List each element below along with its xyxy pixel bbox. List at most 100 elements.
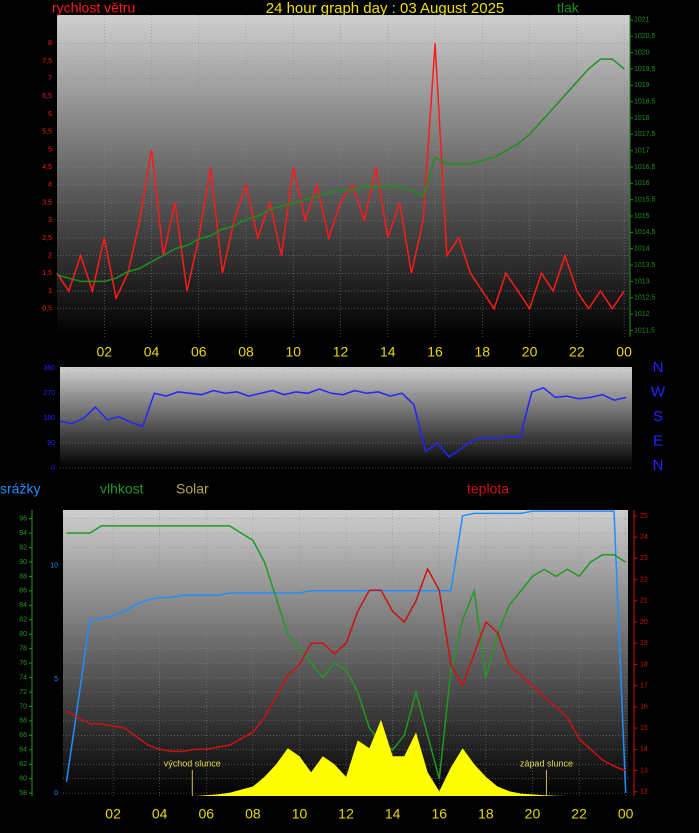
y-tick-label: 21 <box>640 598 648 605</box>
x-tick-label: 22 <box>569 344 585 360</box>
x-tick-label: 08 <box>245 806 261 822</box>
y-tick-label: 22 <box>640 576 648 583</box>
y-tick-label: 8 <box>48 40 52 47</box>
y-tick-label: 66 <box>19 732 27 739</box>
x-tick-label: 20 <box>522 344 538 360</box>
y-tick-label: 90 <box>47 440 55 447</box>
x-tick-label: 12 <box>333 344 349 360</box>
x-tick-label: 12 <box>338 806 354 822</box>
y-tick-label: 0,5 <box>42 306 52 313</box>
y-tick-label: 7,5 <box>42 58 52 65</box>
y-tick-label: 1015,5 <box>634 197 656 204</box>
compass-label: N <box>653 359 664 376</box>
legend-entry: rychlost větru <box>52 0 135 16</box>
y-tick-label: 180 <box>43 415 55 422</box>
y-tick-label: 86 <box>19 588 27 595</box>
y-tick-label: 76 <box>19 660 27 667</box>
line <box>59 386 627 458</box>
y-tick-label: 5,5 <box>42 129 52 136</box>
y-tick-label: 74 <box>19 674 27 681</box>
y-tick-label: 1016 <box>634 180 650 187</box>
y-tick-label: 25 <box>640 513 648 520</box>
y-tick-label: 24 <box>640 534 648 541</box>
y-tick-label: 90 <box>19 559 27 566</box>
y-tick-label: 1012 <box>634 311 650 318</box>
line <box>56 43 625 311</box>
y-tick-label: 88 <box>19 573 27 580</box>
x-tick-label: 14 <box>385 806 401 822</box>
x-tick-label: 18 <box>478 806 494 822</box>
y-tick-label: 1015 <box>634 213 650 220</box>
x-tick-label: 16 <box>427 344 443 360</box>
y-tick-label: 1020 <box>634 49 650 56</box>
y-tick-label: 5 <box>54 676 58 683</box>
y-tick-label: 1018 <box>634 115 650 122</box>
compass-label: E <box>653 432 663 449</box>
line <box>66 525 627 779</box>
y-tick-label: 13 <box>640 767 648 774</box>
line <box>66 567 626 772</box>
y-tick-label: 1013 <box>634 278 650 285</box>
y-tick-label: 64 <box>19 747 27 754</box>
legend-entry: Solar <box>176 481 209 497</box>
x-tick-label: 10 <box>285 344 301 360</box>
y-tick-label: 78 <box>19 646 27 653</box>
chart-title: 24 hour graph day : 03 August 2025 <box>266 0 505 17</box>
x-tick-label: 04 <box>152 806 168 822</box>
x-tick-label: 00 <box>616 344 632 360</box>
compass-label: N <box>653 457 664 474</box>
plot-area <box>60 367 632 468</box>
x-tick-label: 06 <box>198 806 214 822</box>
x-tick-label: 00 <box>618 806 634 822</box>
x-tick-label: 10 <box>292 806 308 822</box>
y-tick-label: 4,5 <box>42 164 52 171</box>
y-tick-label: 58 <box>19 790 27 797</box>
x-tick-label: 18 <box>475 344 491 360</box>
y-tick-label: 96 <box>19 516 27 523</box>
y-tick-label: 1021 <box>634 17 650 24</box>
line <box>65 510 627 794</box>
y-tick-label: 1 <box>48 288 52 295</box>
y-tick-label: 14 <box>640 746 648 753</box>
x-tick-label: 16 <box>431 806 447 822</box>
y-tick-label: 60 <box>19 776 27 783</box>
y-tick-label: 92 <box>19 544 27 551</box>
y-tick-label: 84 <box>19 602 27 609</box>
legend-entry: vlhkost <box>100 481 144 497</box>
y-tick-label: 0 <box>54 790 58 797</box>
plot-area <box>63 510 628 796</box>
x-tick-label: 06 <box>191 344 207 360</box>
y-tick-label: 1018,5 <box>634 98 656 105</box>
y-tick-label: 18 <box>640 661 648 668</box>
x-tick-label: 22 <box>571 806 587 822</box>
y-tick-label: 1020,5 <box>634 33 656 40</box>
y-tick-label: 94 <box>19 530 27 537</box>
y-tick-label: 0 <box>51 465 55 472</box>
y-tick-label: 360 <box>43 365 55 372</box>
x-tick-label: 02 <box>105 806 121 822</box>
y-tick-label: 62 <box>19 761 27 768</box>
plot-area <box>57 15 630 337</box>
y-tick-label: 68 <box>19 718 27 725</box>
legend-entry: tlak <box>557 0 580 16</box>
y-tick-label: 12 <box>640 789 648 796</box>
y-tick-label: 5 <box>48 146 52 153</box>
y-tick-label: 6 <box>48 111 52 118</box>
y-tick-label: 1014,5 <box>634 229 656 236</box>
y-tick-label: 1016,5 <box>634 164 656 171</box>
line <box>56 58 625 283</box>
y-tick-label: 17 <box>640 683 648 690</box>
y-tick-label: 72 <box>19 689 27 696</box>
y-tick-label: 1019 <box>634 82 650 89</box>
y-tick-label: 19 <box>640 640 648 647</box>
y-tick-label: 7 <box>48 76 52 83</box>
y-tick-label: 1011,5 <box>634 327 655 334</box>
y-tick-label: 1019,5 <box>634 66 656 73</box>
x-tick-label: 14 <box>380 344 396 360</box>
y-tick-label: 23 <box>640 555 648 562</box>
y-tick-label: 82 <box>19 617 27 624</box>
x-tick-label: 20 <box>525 806 541 822</box>
annotation: západ slunce <box>520 758 573 768</box>
